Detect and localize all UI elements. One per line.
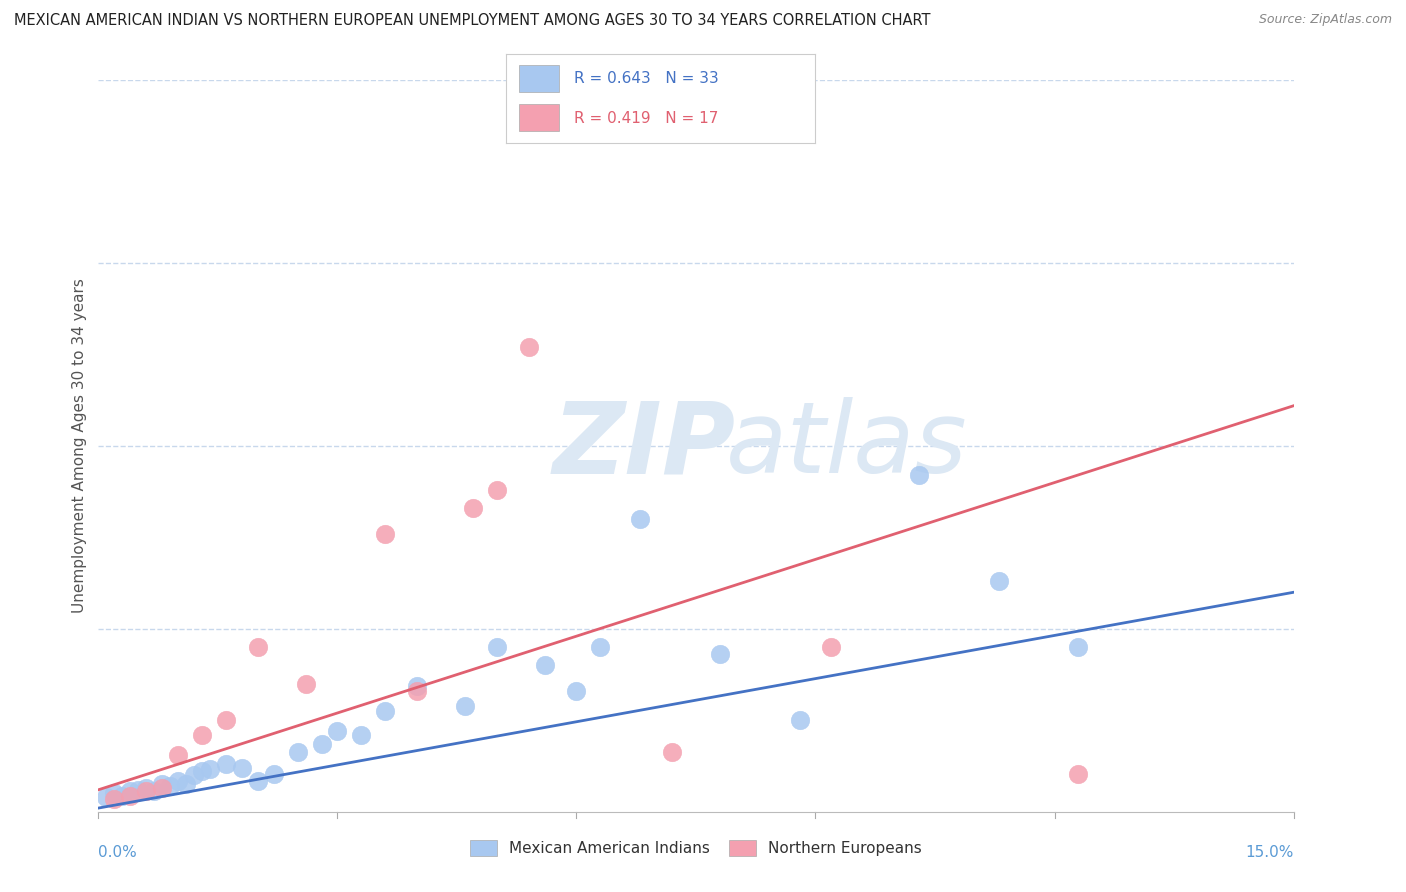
Point	[485, 483, 508, 497]
Point	[533, 658, 555, 673]
Point	[820, 640, 842, 655]
Point	[246, 774, 269, 789]
Point	[485, 640, 508, 655]
Point	[294, 676, 316, 690]
Point	[127, 782, 149, 797]
Point	[150, 777, 173, 791]
Point	[198, 762, 221, 776]
Point	[103, 791, 125, 805]
Point	[589, 640, 612, 655]
Point	[908, 468, 931, 483]
Point	[246, 640, 269, 655]
Point	[311, 738, 333, 752]
Bar	[519, 104, 558, 131]
Point	[150, 780, 173, 795]
Point	[143, 784, 166, 798]
Text: 0.0%: 0.0%	[98, 845, 138, 860]
Point	[120, 789, 142, 803]
Point	[406, 679, 429, 693]
Point	[517, 340, 540, 354]
Text: ZIP: ZIP	[553, 398, 735, 494]
Legend: Mexican American Indians, Northern Europeans: Mexican American Indians, Northern Europ…	[464, 834, 928, 863]
Text: R = 0.643   N = 33: R = 0.643 N = 33	[574, 71, 718, 86]
Point	[120, 784, 142, 798]
Point	[215, 757, 238, 772]
Point	[191, 764, 214, 779]
Point	[287, 745, 309, 759]
Point	[461, 501, 484, 516]
Point	[454, 698, 477, 713]
Point	[215, 714, 238, 728]
Text: atlas: atlas	[725, 398, 967, 494]
Point	[1067, 640, 1090, 655]
Point	[174, 777, 197, 791]
Point	[167, 774, 190, 789]
Point	[135, 784, 157, 798]
Point	[96, 790, 118, 805]
Text: 15.0%: 15.0%	[1246, 845, 1294, 860]
Point	[628, 512, 651, 526]
Point	[350, 728, 373, 742]
Point	[374, 526, 396, 541]
Point	[263, 766, 285, 780]
Point	[789, 714, 811, 728]
Point	[406, 684, 429, 698]
Point	[987, 574, 1010, 589]
Point	[1067, 766, 1090, 780]
Point	[183, 768, 205, 782]
Point	[159, 779, 181, 793]
Text: Source: ZipAtlas.com: Source: ZipAtlas.com	[1258, 13, 1392, 27]
Point	[167, 747, 190, 762]
Point	[135, 781, 157, 796]
Text: R = 0.419   N = 17: R = 0.419 N = 17	[574, 112, 718, 126]
Point	[231, 761, 253, 775]
Point	[709, 648, 731, 662]
Point	[191, 728, 214, 742]
Bar	[519, 65, 558, 92]
Point	[661, 745, 683, 759]
Point	[103, 787, 125, 801]
Text: MEXICAN AMERICAN INDIAN VS NORTHERN EUROPEAN UNEMPLOYMENT AMONG AGES 30 TO 34 YE: MEXICAN AMERICAN INDIAN VS NORTHERN EURO…	[14, 13, 931, 29]
Point	[565, 684, 588, 698]
Y-axis label: Unemployment Among Ages 30 to 34 years: Unemployment Among Ages 30 to 34 years	[72, 278, 87, 614]
Point	[111, 789, 134, 803]
Point	[374, 704, 396, 718]
Point	[326, 724, 349, 739]
